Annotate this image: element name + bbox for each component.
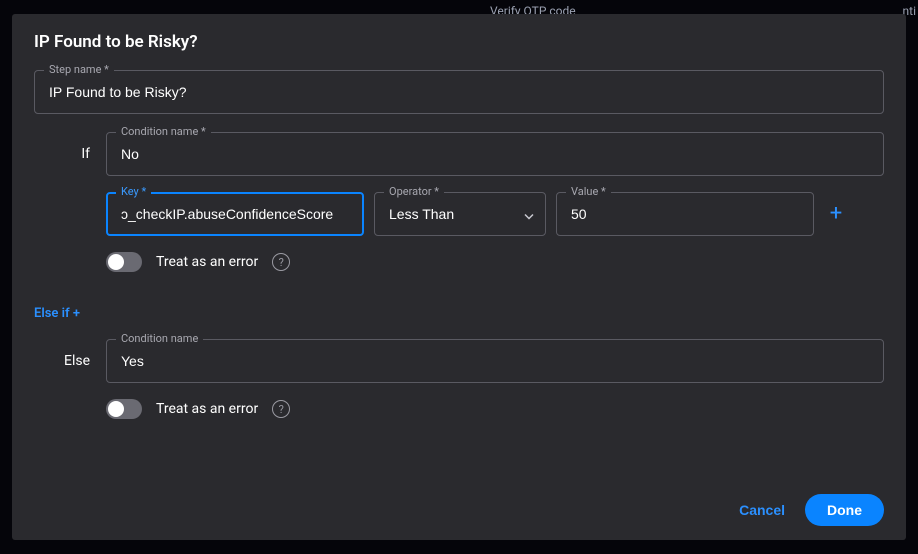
done-button[interactable]: Done: [805, 494, 884, 526]
step-config-modal: IP Found to be Risky? Step name * If Con…: [12, 14, 906, 540]
if-condition-name-label: Condition name *: [116, 125, 211, 138]
toggle-knob: [108, 401, 124, 417]
else-condition-name-input[interactable]: [106, 339, 884, 383]
if-label: If: [34, 132, 90, 162]
value-field: Value *: [556, 192, 814, 236]
help-icon[interactable]: ?: [272, 400, 290, 418]
step-name-label: Step name *: [44, 63, 114, 76]
value-input[interactable]: [556, 192, 814, 236]
else-treat-error-row: Treat as an error ?: [106, 399, 884, 419]
modal-footer: Cancel Done: [34, 484, 884, 526]
step-name-field: Step name *: [34, 70, 884, 114]
else-condition-name-label: Condition name: [116, 332, 203, 345]
if-condition-name-input[interactable]: [106, 132, 884, 176]
operator-field: Operator *: [374, 192, 546, 236]
else-treat-error-toggle[interactable]: [106, 399, 142, 419]
if-treat-error-toggle[interactable]: [106, 252, 142, 272]
add-condition-button[interactable]: +: [824, 203, 848, 225]
cancel-button[interactable]: Cancel: [739, 502, 785, 518]
step-name-input[interactable]: [34, 70, 884, 114]
key-input[interactable]: [106, 192, 364, 236]
key-label: Key *: [116, 185, 151, 198]
key-field: Key *: [106, 192, 364, 236]
else-treat-error-label: Treat as an error: [156, 401, 258, 417]
toggle-knob: [108, 254, 124, 270]
operator-select[interactable]: [374, 192, 546, 236]
modal-title: IP Found to be Risky?: [34, 32, 884, 52]
value-label: Value *: [566, 185, 611, 198]
if-condition-name-field: Condition name *: [106, 132, 884, 176]
if-treat-error-row: Treat as an error ?: [106, 252, 884, 272]
operator-label: Operator *: [384, 185, 444, 198]
help-icon[interactable]: ?: [272, 253, 290, 271]
if-row: If Condition name * Key * Operator *: [34, 132, 884, 282]
else-row: Else Condition name Treat as an error ?: [34, 339, 884, 429]
else-label: Else: [34, 339, 90, 369]
else-if-link[interactable]: Else if +: [34, 306, 80, 321]
condition-expression-row: Key * Operator * Value * +: [106, 192, 884, 236]
if-treat-error-label: Treat as an error: [156, 254, 258, 270]
else-condition-name-field: Condition name: [106, 339, 884, 383]
